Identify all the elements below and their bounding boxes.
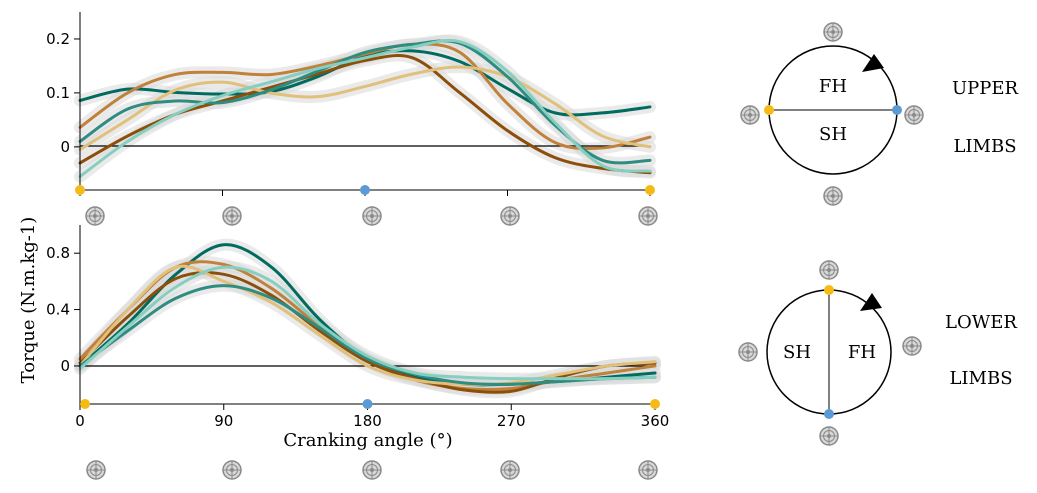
crank-pedal-icon xyxy=(638,206,658,226)
lower-side-label-1: LOWER xyxy=(945,312,1017,333)
upper-series-line-3 xyxy=(78,65,652,152)
lower-series-line-4 xyxy=(78,284,657,386)
crank-pedal-icon xyxy=(819,426,839,446)
lower-limbs-diagram: SH FH LOWER LIMBS xyxy=(738,260,1017,446)
crank-pedal-icon xyxy=(904,105,924,125)
upper-side-label-1: UPPER xyxy=(952,78,1019,99)
x-axis-label: Cranking angle (°) xyxy=(283,430,452,451)
lower-xtick-label: 360 xyxy=(641,412,670,430)
lower-angle-marker xyxy=(650,399,660,409)
upper-crank-icons xyxy=(85,206,658,226)
crank-pedal-icon xyxy=(362,460,382,480)
lower-angle-marker xyxy=(362,399,373,409)
lower-direction-arrow-icon xyxy=(860,293,882,311)
lower-xtick-label: 180 xyxy=(353,412,382,430)
lower-angle-marker xyxy=(80,399,90,409)
lower-series-line-5 xyxy=(78,265,657,381)
upper-ytick-label: 0.1 xyxy=(46,84,70,102)
upper-mid-marker xyxy=(892,105,902,115)
crank-pedal-icon xyxy=(902,336,922,356)
upper-direction-arrow-icon xyxy=(862,54,884,72)
lower-right-half-label: FH xyxy=(848,342,876,363)
upper-y-ticks: 0 0.1 0.2 xyxy=(46,30,80,156)
upper-limbs-diagram: FH SH UPPER LIMBS xyxy=(740,22,1019,206)
crank-pedal-icon xyxy=(638,460,658,480)
y-axis-label: Torque (N.m.kg-1) xyxy=(18,217,39,384)
upper-series-line-0 xyxy=(78,49,652,117)
upper-angle-markers xyxy=(75,185,655,195)
upper-start-marker xyxy=(764,105,774,115)
lower-ytick-label: 0.8 xyxy=(46,244,70,262)
crank-pedal-icon xyxy=(85,206,105,226)
crank-pedal-icon xyxy=(740,105,760,125)
crank-pedal-icon xyxy=(222,206,242,226)
lower-angle-markers xyxy=(80,399,660,409)
lower-ytick-label: 0.4 xyxy=(46,301,70,319)
lower-xtick-label: 270 xyxy=(497,412,526,430)
lower-mid-marker xyxy=(824,409,834,419)
crank-pedal-icon xyxy=(500,460,520,480)
crank-pedal-icon xyxy=(819,260,839,280)
lower-series-line-3 xyxy=(78,264,657,386)
lower-xtick-label: 90 xyxy=(214,412,233,430)
lower-x-ticks: 0 90 180 270 360 xyxy=(75,404,669,430)
upper-limbs-panel: 0 0.1 0.2 xyxy=(46,12,656,196)
lower-ytick-label: 0 xyxy=(60,357,70,375)
crank-pedal-icon xyxy=(823,186,843,206)
lower-series-group xyxy=(78,243,657,394)
crank-pedal-icon xyxy=(823,22,843,42)
crank-pedal-icon xyxy=(222,460,242,480)
upper-series-line-1 xyxy=(78,42,652,151)
upper-top-half-label: FH xyxy=(819,76,847,97)
crank-pedal-icon xyxy=(86,460,106,480)
lower-left-half-label: SH xyxy=(783,342,811,363)
upper-ytick-label: 0 xyxy=(60,138,70,156)
lower-side-label-2: LIMBS xyxy=(949,368,1012,389)
upper-angle-marker xyxy=(645,185,655,195)
lower-crank-icons xyxy=(86,460,658,480)
upper-series-line-5 xyxy=(78,38,652,179)
crank-pedal-icon xyxy=(362,206,382,226)
upper-angle-marker xyxy=(360,185,370,195)
lower-y-ticks: 0 0.4 0.8 xyxy=(46,244,80,375)
lower-limbs-panel: 0 0.4 0.8 0 90 180 270 360 xyxy=(46,225,669,430)
lower-xtick-label: 0 xyxy=(75,412,85,430)
crank-pedal-icon xyxy=(738,342,758,362)
upper-bottom-half-label: SH xyxy=(819,124,847,145)
upper-ytick-label: 0.2 xyxy=(46,30,70,48)
lower-variability-bands xyxy=(74,238,661,399)
upper-angle-marker xyxy=(75,185,85,195)
upper-side-label-2: LIMBS xyxy=(953,136,1016,157)
crank-pedal-icon xyxy=(500,206,520,226)
upper-series-group xyxy=(78,38,652,179)
upper-series-line-4 xyxy=(78,39,652,165)
lower-start-marker xyxy=(824,285,834,295)
